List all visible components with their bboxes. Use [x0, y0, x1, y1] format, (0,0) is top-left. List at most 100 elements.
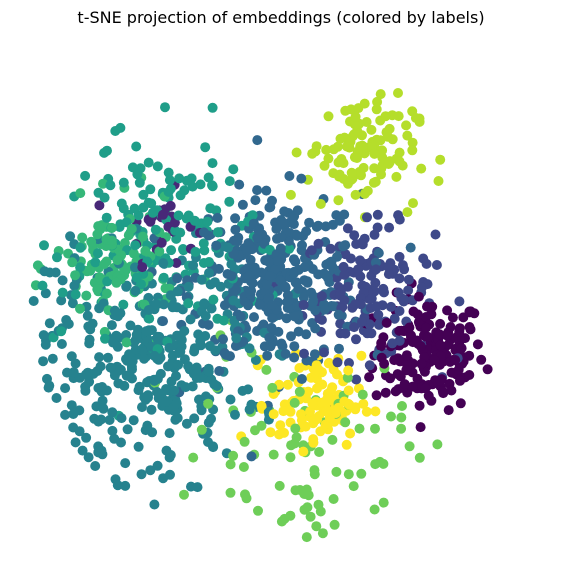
scatter-point-label-4	[141, 326, 152, 337]
scatter-point-label-4	[143, 305, 154, 315]
scatter-point-label-0	[385, 373, 396, 384]
scatter-point-label-4	[116, 413, 127, 424]
scatter-point-label-0	[414, 400, 425, 411]
scatter-point-label-5	[205, 203, 216, 214]
scatter-point-label-4	[188, 260, 199, 271]
scatter-point-label-9	[278, 406, 289, 417]
scatter-point-label-7	[432, 439, 443, 450]
scatter-point-label-2	[362, 328, 373, 339]
scatter-point-label-3	[281, 313, 292, 324]
scatter-point-label-7	[313, 499, 324, 510]
scatter-point-label-0	[482, 364, 493, 375]
scatter-point-label-4	[77, 445, 88, 456]
scatter-point-label-0	[416, 358, 427, 369]
scatter-point-label-9	[358, 398, 369, 409]
scatter-point-label-4	[128, 415, 139, 426]
scatter-point-label-0	[456, 343, 467, 354]
scatter-point-label-2	[357, 316, 367, 327]
scatter-point-label-8	[321, 144, 332, 155]
scatter-point-label-7	[340, 417, 351, 428]
scatter-point-label-8	[343, 178, 353, 189]
scatter-point-label-3	[246, 285, 257, 296]
scatter-point-label-6	[121, 337, 132, 348]
scatter-point-label-4	[152, 374, 163, 384]
scatter-point-label-4	[151, 299, 162, 310]
scatter-point-label-5	[100, 333, 110, 344]
scatter-point-label-5	[163, 186, 174, 197]
scatter-point-label-8	[344, 142, 355, 153]
scatter-point-label-3	[252, 135, 263, 146]
scatter-point-label-2	[339, 295, 350, 306]
scatter-point-label-2	[416, 282, 427, 293]
scatter-point-label-0	[447, 312, 458, 323]
scatter-point-label-5	[218, 315, 229, 326]
scatter-point-label-3	[226, 271, 237, 281]
scatter-point-label-2	[340, 328, 351, 339]
scatter-point-label-7	[397, 401, 407, 411]
scatter-point-label-7	[354, 423, 365, 434]
scatter-point-label-7	[414, 452, 425, 463]
scatter-point-label-0	[455, 375, 465, 386]
scatter-point-label-7	[369, 504, 380, 515]
scatter-point-label-2	[313, 238, 324, 249]
scatter-point-label-8	[359, 188, 370, 199]
scatter-point-label-0	[422, 331, 433, 342]
scatter-point-label-7	[286, 440, 297, 451]
scatter-point-label-2	[383, 261, 393, 272]
scatter-point-label-4	[80, 385, 91, 396]
scatter-point-label-9	[305, 406, 315, 417]
scatter-point-label-8	[349, 119, 360, 130]
scatter-point-label-3	[232, 236, 243, 247]
scatter-point-label-3	[307, 318, 318, 328]
scatter-point-label-5	[198, 238, 209, 249]
scatter-point-label-0	[407, 381, 418, 392]
scatter-point-label-3	[261, 279, 272, 290]
scatter-point-label-2	[332, 357, 343, 368]
scatter-point-label-5	[131, 272, 142, 283]
scatter-point-label-4	[47, 353, 58, 364]
scatter-point-label-2	[298, 300, 309, 310]
scatter-point-label-3	[293, 283, 304, 294]
scatter-point-label-4	[95, 361, 106, 372]
scatter-point-label-3	[297, 240, 307, 251]
scatter-point-label-0	[464, 306, 475, 317]
scatter-point-label-5	[146, 198, 157, 209]
scatter-point-label-4	[164, 342, 175, 353]
scatter-point-label-5	[163, 167, 174, 178]
scatter-point-label-2	[299, 348, 309, 359]
scatter-point-label-9	[298, 446, 309, 457]
scatter-point-label-3	[311, 221, 322, 232]
scatter-point-label-3	[270, 263, 281, 274]
scatter-point-label-8	[368, 177, 379, 188]
scatter-point-label-8	[357, 140, 368, 151]
scatter-point-label-4	[81, 432, 92, 443]
scatter-point-label-0	[455, 398, 466, 409]
scatter-point-label-6	[154, 246, 165, 257]
scatter-point-label-6	[75, 303, 85, 314]
scatter-point-label-3	[319, 304, 330, 315]
scatter-point-label-5	[138, 202, 149, 213]
scatter-point-label-4	[152, 460, 163, 471]
scatter-point-label-4	[44, 380, 55, 391]
scatter-point-label-8	[335, 133, 346, 144]
scatter-point-label-4	[189, 346, 200, 357]
scatter-point-label-3	[373, 248, 384, 258]
scatter-point-label-1	[94, 200, 105, 211]
scatter-point-label-4	[82, 310, 93, 321]
scatter-point-label-4	[161, 445, 172, 456]
scatter-point-label-7	[305, 511, 316, 522]
scatter-point-label-4	[130, 262, 140, 273]
scatter-point-label-4	[94, 352, 105, 363]
scatter-point-label-3	[289, 211, 300, 222]
scatter-point-label-5	[224, 196, 235, 207]
scatter-point-label-7	[225, 487, 236, 498]
scatter-point-label-7	[225, 459, 236, 470]
scatter-point-label-5	[143, 157, 154, 168]
scatter-point-label-6	[32, 260, 43, 271]
scatter-point-label-5	[202, 216, 213, 227]
scatter-point-label-5	[208, 294, 219, 305]
scatter-point-label-9	[325, 386, 336, 396]
scatter-point-label-8	[369, 148, 380, 159]
scatter-point-label-4	[108, 337, 119, 348]
